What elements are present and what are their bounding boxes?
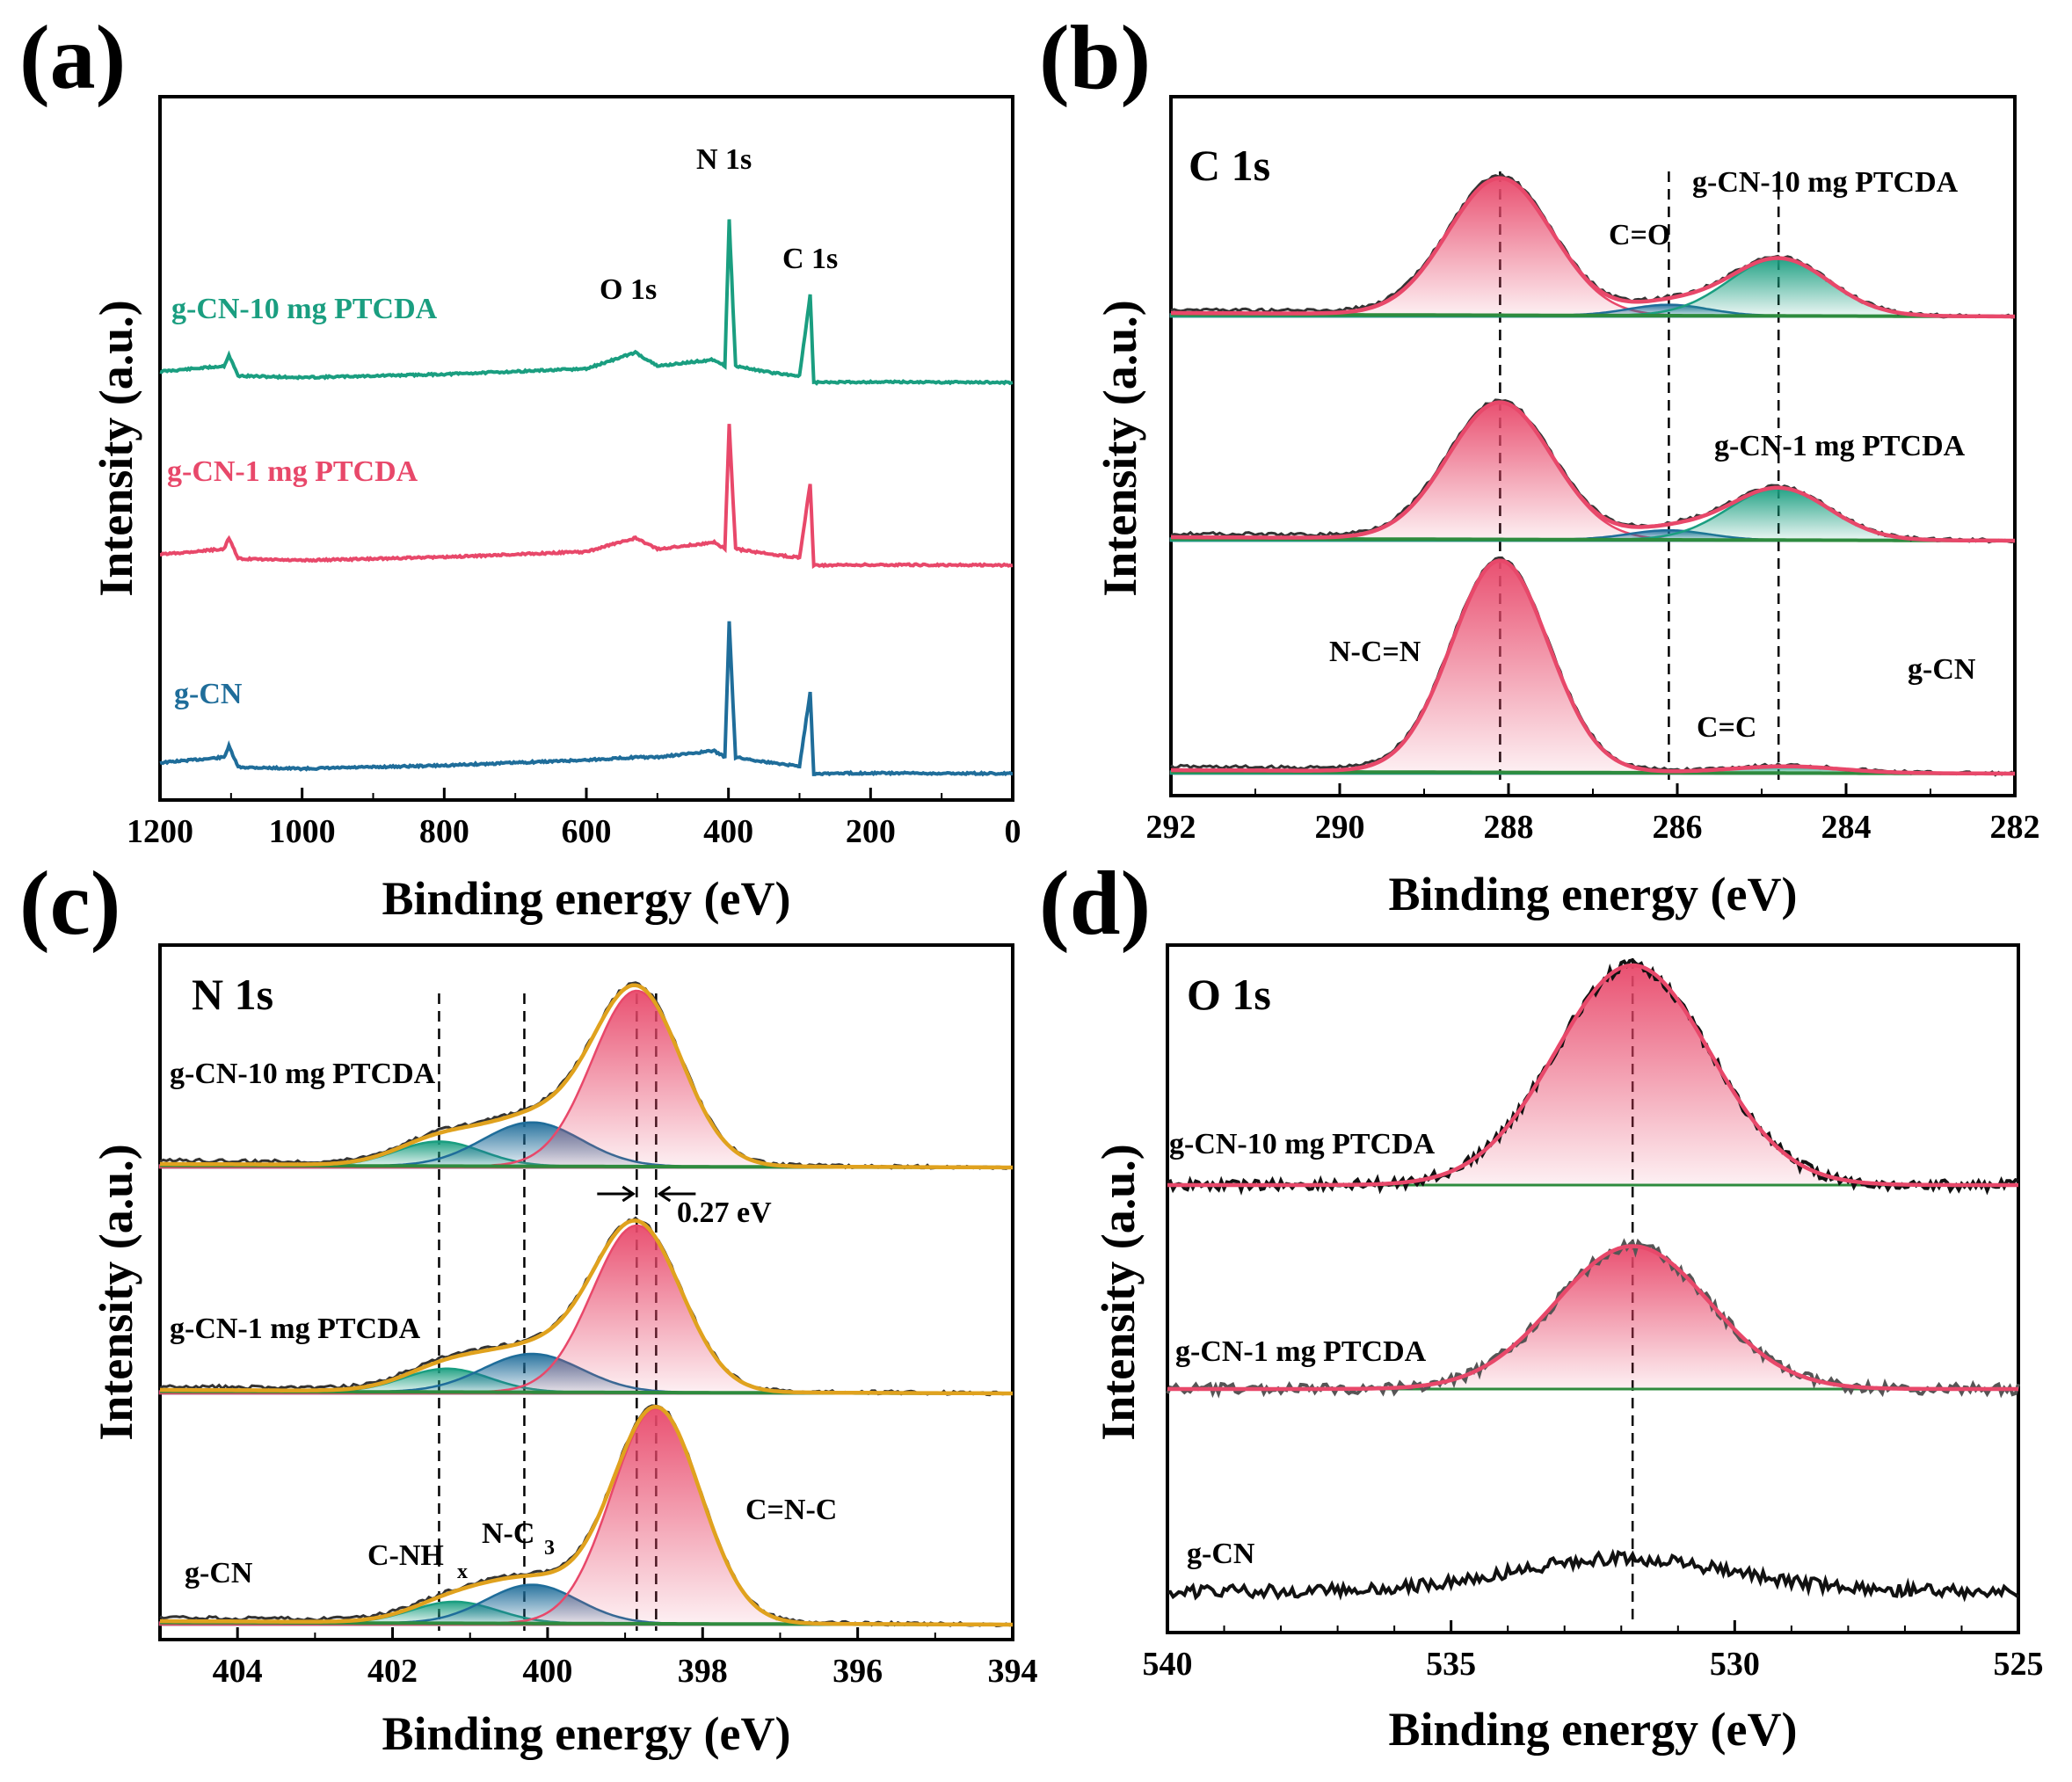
annotation-n-c-subscript: 3 (544, 1537, 555, 1560)
fit-component (158, 1407, 1013, 1626)
x-tick-label: 400 (522, 1653, 572, 1690)
panel-d-core-level: O 1s (1187, 970, 1271, 1019)
fit-component (1167, 1246, 2018, 1389)
x-tick-label: 404 (213, 1653, 263, 1690)
panel-a-series-label-10mg: g-CN-10 mg PTCDA (171, 293, 438, 325)
fit-component (1167, 965, 2018, 1185)
x-tick-label: 535 (1426, 1646, 1476, 1683)
peak-label-o1s: O 1s (600, 273, 657, 306)
panel-b-ylabel: Intensity (a.u.) (1094, 300, 1146, 597)
panel-a-label: (a) (19, 7, 126, 108)
x-tick-label: 600 (562, 813, 612, 850)
x-tick-label: 800 (419, 813, 469, 850)
x-tick-label: 0 (1005, 813, 1021, 850)
x-tick-label: 530 (1710, 1646, 1760, 1683)
x-tick-label: 396 (832, 1653, 883, 1690)
fit-component (1169, 178, 2015, 318)
panel-d-series-label-10mg: g-CN-10 mg PTCDA (1169, 1128, 1436, 1160)
x-tick-label: 282 (1990, 809, 2040, 846)
panel-c-xlabel: Binding energy (eV) (382, 1707, 791, 1760)
raw-data-line (1167, 1548, 2020, 1603)
survey-line (159, 621, 1014, 777)
survey-line (159, 424, 1014, 570)
x-tick-label: 400 (703, 813, 753, 850)
panel-d-ylabel: Intensity (a.u.) (1092, 1144, 1145, 1441)
panel-b-series-label-1mg: g-CN-1 mg PTCDA (1714, 430, 1966, 462)
panel-b-series-label-gcn: g-CN (1908, 653, 1976, 686)
shift-arrow-left (597, 1185, 636, 1203)
panel-a-series-label-1mg: g-CN-1 mg PTCDA (167, 455, 418, 488)
x-tick-label: 525 (1994, 1646, 2044, 1683)
envelope-line (160, 1404, 1013, 1627)
annotation-n-c: N-C (482, 1517, 534, 1550)
x-tick-label: 394 (988, 1653, 1038, 1690)
panel-d-frame (1166, 943, 2020, 1634)
shift-arrow-right (657, 1185, 696, 1203)
panel-a: (a) 1200 1000 800 600 400 200 0 Binding energy… (19, 7, 1021, 925)
panel-c-series-label-10mg: g-CN-10 mg PTCDA (170, 1058, 436, 1090)
envelope-line (1171, 176, 2015, 319)
panel-b: (b) 292 290 288 286 284 282 C 1s Binding ener… (1039, 7, 2040, 920)
panel-b-label: (b) (1039, 7, 1151, 108)
annotation-c-nh: C-NH (367, 1539, 444, 1572)
envelope-line (160, 983, 1013, 1170)
panel-d-series-label-gcn: g-CN (1187, 1538, 1255, 1570)
panel-c-frame (158, 943, 1014, 1641)
panel-a-frame (158, 95, 1014, 802)
annotation-n-c-n: N-C=N (1329, 636, 1421, 668)
x-tick-label: 402 (367, 1653, 418, 1690)
envelope-line (1167, 1244, 2018, 1392)
x-tick-label: 1200 (127, 813, 193, 850)
shift-annotation: 0.27 eV (677, 1196, 772, 1229)
panel-b-core-level: C 1s (1189, 141, 1270, 190)
panel-b-xlabel: Binding energy (eV) (1389, 868, 1798, 920)
annotation-c-c: C=C (1697, 711, 1756, 744)
x-tick-label: 1000 (269, 813, 336, 850)
envelope-line (1167, 963, 2018, 1188)
x-tick-label: 284 (1821, 809, 1872, 846)
x-tick-label: 398 (678, 1653, 728, 1690)
envelope-line (1171, 558, 2015, 776)
annotation-c-nh-subscript: x (457, 1560, 468, 1583)
panel-c-ylabel: Intensity (a.u.) (90, 1144, 142, 1441)
x-tick-label: 200 (846, 813, 896, 850)
panel-c-core-level: N 1s (192, 970, 273, 1019)
fit-component (1169, 560, 2015, 775)
panel-d-xlabel: Binding energy (eV) (1389, 1703, 1798, 1756)
panel-a-series-label-gcn: g-CN (174, 678, 243, 710)
panel-c-label: (c) (19, 853, 120, 954)
x-tick-label: 540 (1143, 1646, 1193, 1683)
envelope-line (160, 1218, 1013, 1396)
panel-d-series-label-1mg: g-CN-1 mg PTCDA (1175, 1335, 1427, 1368)
panel-a-xlabel: Binding energy (eV) (382, 872, 791, 925)
panel-a-ylabel: Intensity (a.u.) (90, 300, 142, 597)
panel-c-series-label-1mg: g-CN-1 mg PTCDA (170, 1313, 421, 1345)
panel-d-label: (d) (1039, 853, 1151, 954)
annotation-c-n-c: C=N-C (745, 1494, 837, 1526)
envelope-line (1171, 400, 2015, 543)
x-tick-label: 288 (1484, 809, 1534, 846)
peak-label-c1s: C 1s (782, 243, 838, 275)
annotation-c-o: C=O (1609, 219, 1670, 251)
panel-c-series-label-gcn: g-CN (185, 1557, 253, 1589)
x-tick-label: 292 (1146, 809, 1196, 846)
fit-component (1169, 402, 2015, 542)
panel-b-series-label-10mg: g-CN-10 mg PTCDA (1692, 166, 1959, 199)
panel-c: (c) 404 402 400 398 396 394 N 1s Binding ener… (19, 853, 1038, 1760)
x-tick-label: 290 (1315, 809, 1365, 846)
survey-line (159, 219, 1014, 386)
fit-component (158, 1224, 1013, 1395)
x-tick-label: 286 (1653, 809, 1703, 846)
panel-d: (d) 540 535 530 525 O 1s Binding energy (eV… (1039, 853, 2044, 1756)
peak-label-n1s: N 1s (696, 143, 752, 176)
